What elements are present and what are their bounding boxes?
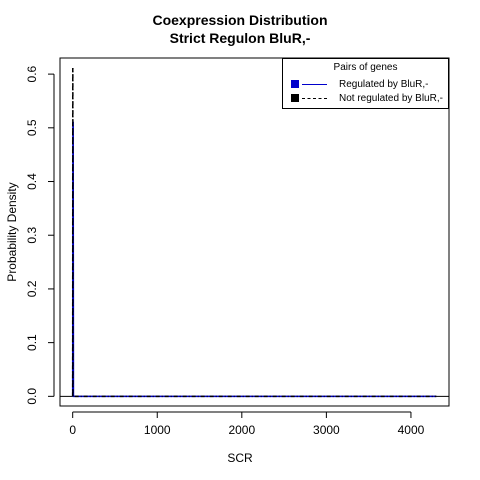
y-tick-label-0.2: 0.2 [25, 280, 39, 297]
legend-entry-regulated: Regulated by BluR,- [291, 77, 429, 91]
y-axis-label: Probability Density [5, 182, 19, 282]
y-tick-label-0.5: 0.5 [25, 119, 39, 136]
legend-swatch-regulated [291, 80, 299, 88]
y-tick-label-0.3: 0.3 [25, 227, 39, 244]
x-tick-label-3000: 3000 [313, 423, 340, 437]
y-tick-label-0.4: 0.4 [25, 173, 39, 190]
x-tick-label-4000: 4000 [398, 423, 425, 437]
y-tick-label-0.6: 0.6 [25, 65, 39, 82]
plot-frame [59, 57, 450, 407]
x-tick-label-1000: 1000 [144, 423, 171, 437]
series-line-1 [71, 67, 437, 398]
y-tick-label-0.1: 0.1 [25, 334, 39, 351]
legend-line-not-regulated [302, 97, 327, 99]
y-tick-label-0.0: 0.0 [25, 388, 39, 405]
legend-line-regulated [302, 83, 327, 85]
legend-entry-not-regulated: Not regulated by BluR,- [291, 91, 443, 105]
legend-label-not-regulated: Not regulated by BluR,- [339, 92, 443, 104]
x-tick-label-0: 0 [69, 423, 76, 437]
series-line-0 [71, 121, 437, 398]
legend-label-regulated: Regulated by BluR,- [339, 78, 429, 90]
legend-title: Pairs of genes [333, 62, 398, 73]
chart-subtitle: Strict Regulon BluR,- [169, 30, 311, 46]
chart-title: Coexpression Distribution [152, 12, 328, 28]
legend: Pairs of genes Regulated by BluR,- Not r… [282, 58, 449, 109]
x-tick-label-2000: 2000 [228, 423, 255, 437]
x-axis-label: SCR [227, 451, 253, 465]
legend-swatch-not-regulated [291, 94, 299, 102]
